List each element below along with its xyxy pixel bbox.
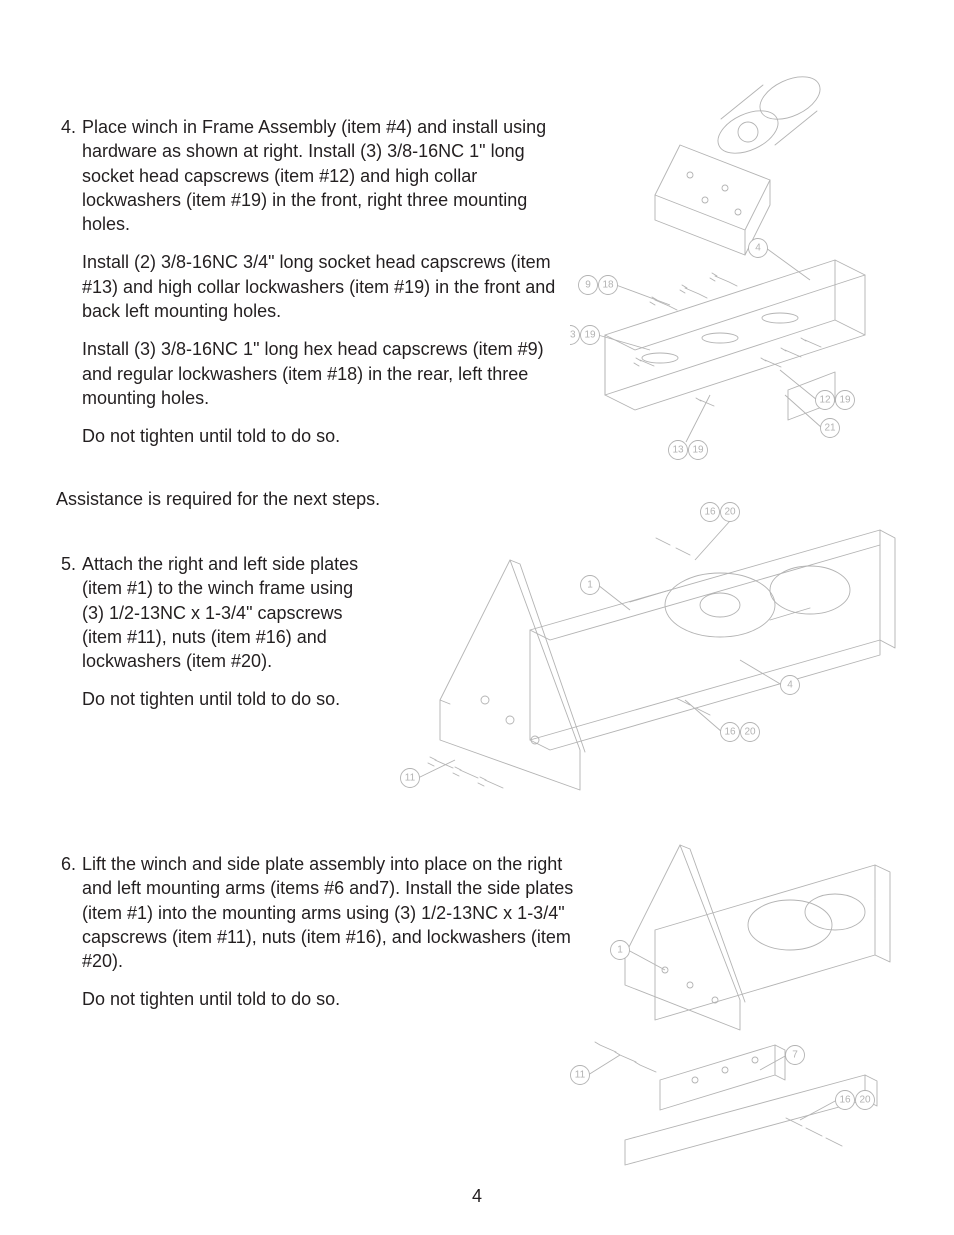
svg-text:13: 13 [570, 330, 576, 341]
step-4: 4. Place winch in Frame Assembly (item #… [82, 115, 562, 463]
svg-text:18: 18 [602, 280, 614, 291]
figure-step-5-svg: 16 20 1 4 16 20 11 [380, 490, 900, 800]
page: 4. Place winch in Frame Assembly (item #… [0, 0, 954, 1235]
svg-text:19: 19 [692, 445, 704, 456]
step-4-para-3: Install (3) 3/8-16NC 1" long hex head ca… [82, 337, 562, 410]
svg-text:20: 20 [859, 1095, 871, 1106]
svg-text:11: 11 [575, 1070, 586, 1081]
step-5-para-2: Do not tighten until told to do so. [82, 687, 372, 711]
svg-text:1: 1 [587, 580, 593, 591]
svg-text:16: 16 [724, 727, 736, 738]
figure-step-4-svg: 4 9 18 13 19 12 19 21 13 19 [570, 60, 900, 460]
page-number: 4 [0, 1186, 954, 1207]
figure-step-6: 11171620 [565, 820, 905, 1190]
figure-step-4: 4 9 18 13 19 12 19 21 13 19 [570, 60, 900, 460]
svg-text:20: 20 [724, 507, 736, 518]
svg-text:16: 16 [839, 1095, 851, 1106]
step-6-number: 6. [56, 852, 76, 876]
svg-text:4: 4 [787, 680, 793, 691]
svg-text:11: 11 [405, 773, 416, 784]
svg-text:13: 13 [672, 445, 684, 456]
svg-text:21: 21 [824, 423, 836, 434]
svg-text:19: 19 [584, 330, 596, 341]
svg-text:1: 1 [617, 945, 623, 956]
svg-text:16: 16 [704, 507, 716, 518]
fig6-art [595, 845, 890, 1165]
step-6-para-1: Lift the winch and side plate assembly i… [82, 852, 582, 973]
step-4-number: 4. [56, 115, 76, 139]
fig6-callouts: 11171620 [571, 941, 875, 1110]
step-5-para-1: Attach the right and left side plates (i… [82, 552, 372, 673]
svg-text:7: 7 [792, 1050, 798, 1061]
figure-step-5: 16 20 1 4 16 20 11 [380, 490, 900, 800]
fig5-callouts: 16 20 1 4 16 20 11 [401, 503, 800, 788]
step-6-para-2: Do not tighten until told to do so. [82, 987, 582, 1011]
fig4-art [605, 68, 865, 420]
svg-text:4: 4 [755, 243, 761, 254]
figure-step-6-svg: 11171620 [565, 820, 905, 1190]
step-4-para-2: Install (2) 3/8-16NC 3/4" long socket he… [82, 250, 562, 323]
step-4-para-4: Do not tighten until told to do so. [82, 424, 562, 448]
fig5-art [428, 530, 895, 790]
step-5: 5. Attach the right and left side plates… [82, 552, 372, 726]
step-4-para-1: Place winch in Frame Assembly (item #4) … [82, 115, 562, 236]
step-5-number: 5. [56, 552, 76, 576]
svg-text:19: 19 [839, 395, 851, 406]
svg-text:20: 20 [744, 727, 756, 738]
step-6: 6. Lift the winch and side plate assembl… [82, 852, 582, 1026]
svg-text:9: 9 [585, 280, 591, 291]
fig4-callouts: 4 9 18 13 19 12 19 21 13 19 [570, 239, 855, 460]
svg-text:12: 12 [819, 395, 831, 406]
